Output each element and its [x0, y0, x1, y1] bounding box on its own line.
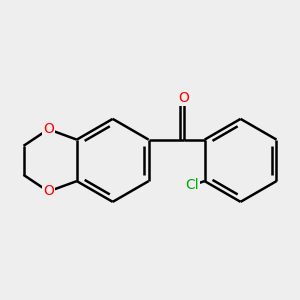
Text: O: O — [43, 122, 54, 136]
Text: O: O — [43, 184, 54, 199]
Text: Cl: Cl — [185, 178, 199, 192]
Text: O: O — [178, 91, 189, 105]
